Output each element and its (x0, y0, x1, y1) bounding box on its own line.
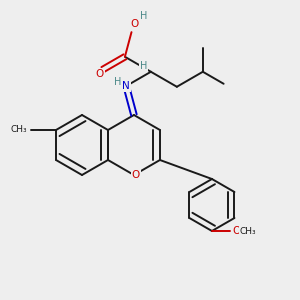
Text: O: O (130, 19, 139, 29)
Text: O: O (132, 170, 140, 180)
Text: CH₃: CH₃ (10, 125, 27, 134)
Text: O: O (96, 68, 104, 79)
Text: H: H (113, 77, 121, 87)
Text: N: N (122, 81, 130, 91)
Text: H: H (140, 11, 147, 21)
Text: O: O (233, 226, 241, 236)
Text: CH₃: CH₃ (240, 226, 256, 236)
Text: H: H (140, 61, 148, 71)
